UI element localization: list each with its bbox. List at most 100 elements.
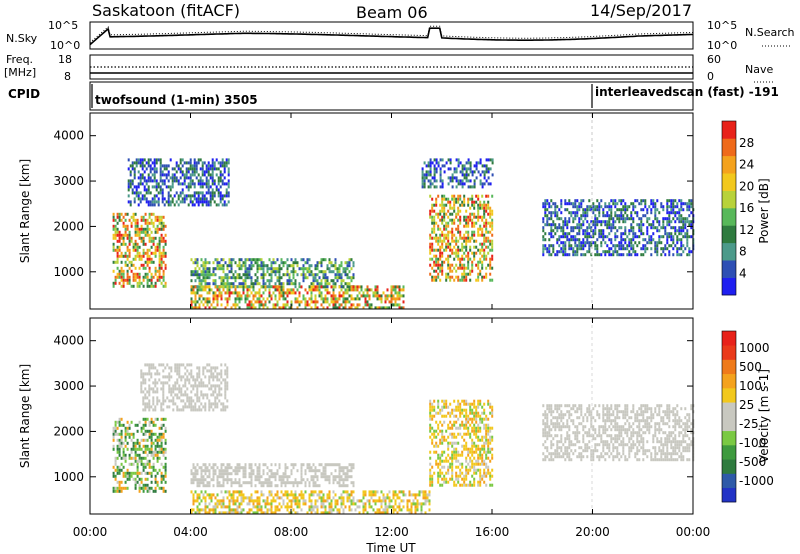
echo-cell [211, 167, 214, 171]
echo-cell [483, 170, 486, 174]
echo-cell [146, 471, 149, 475]
echo-cell [159, 164, 162, 168]
echo-cell [316, 499, 319, 503]
echo-cell [362, 294, 365, 298]
echo-cell [544, 247, 547, 251]
echo-cell [268, 294, 271, 298]
colorbar-swatch [722, 190, 736, 209]
echo-cell [680, 205, 683, 209]
echo-cell [224, 405, 227, 409]
echo-cell [192, 306, 195, 310]
echo-cell [224, 273, 227, 277]
echo-cell [244, 282, 247, 286]
echo-cell [199, 179, 202, 183]
echo-cell [580, 223, 583, 227]
echo-cell [140, 230, 143, 234]
echo-cell [126, 468, 129, 472]
echo-cell [485, 209, 488, 213]
echo-cell [392, 288, 395, 292]
echo-cell [471, 200, 474, 204]
echo-cell [202, 273, 205, 277]
echo-cell [473, 254, 476, 258]
echo-cell [149, 170, 152, 174]
echo-cell [114, 275, 117, 279]
echo-cell [475, 263, 478, 267]
echo-cell [152, 224, 155, 228]
echo-cell [185, 167, 188, 171]
echo-cell [390, 297, 393, 301]
echo-cell [258, 466, 261, 470]
echo-cell [262, 285, 265, 289]
echo-cell [192, 463, 195, 467]
echo-cell [618, 217, 621, 221]
echo-cell [162, 384, 165, 388]
echo-cell [206, 469, 209, 473]
echo-cell [364, 300, 367, 304]
echo-cell [276, 267, 279, 271]
echo-cell [386, 508, 389, 512]
echo-cell [240, 484, 243, 488]
echo-cell [328, 493, 331, 497]
echo-cell [445, 245, 448, 249]
echo-cell [201, 179, 204, 183]
echo-cell [350, 297, 353, 301]
echo-cell [451, 179, 454, 183]
echo-cell [477, 197, 480, 201]
echo-cell [228, 508, 231, 512]
echo-cell [682, 217, 685, 221]
echo-cell [238, 276, 241, 280]
echo-cell [340, 285, 343, 289]
echo-cell [546, 223, 549, 227]
echo-cell [191, 173, 194, 177]
echo-cell [485, 266, 488, 270]
echo-cell [216, 499, 219, 503]
echo-cell [214, 375, 217, 379]
echo-cell [441, 179, 444, 183]
echo-cell [178, 363, 181, 367]
echo-cell [346, 297, 349, 301]
echo-cell [162, 269, 165, 273]
freq-tick-bottom: 8 [64, 70, 71, 83]
echo-cell [185, 185, 188, 189]
echo-cell [556, 241, 559, 245]
echo-cell [346, 261, 349, 265]
echo-cell [124, 435, 127, 439]
echo-cell [334, 297, 337, 301]
echo-cell [124, 438, 127, 442]
echo-cell [382, 306, 385, 310]
echo-cell [206, 505, 209, 509]
echo-cell [171, 197, 174, 201]
echo-cell [220, 369, 223, 373]
echo-cell [152, 423, 155, 427]
echo-cell [266, 297, 269, 301]
echo-cell [164, 233, 167, 237]
echo-cell [194, 511, 197, 515]
echo-cell [302, 258, 305, 262]
echo-cell [134, 477, 137, 481]
echo-cell [437, 248, 440, 252]
echo-cell [578, 244, 581, 248]
echo-cell [208, 502, 211, 506]
echo-cell [200, 466, 203, 470]
echo-cell [542, 226, 545, 230]
echo-cell [206, 363, 209, 367]
echo-cell [292, 267, 295, 271]
echo-cell [475, 215, 478, 219]
echo-cell [214, 405, 217, 409]
echo-cell [437, 456, 440, 460]
echo-cell [682, 208, 685, 212]
echo-cell [234, 499, 237, 503]
echo-cell [439, 453, 442, 457]
echo-cell [453, 251, 456, 255]
echo-cell [678, 211, 681, 215]
echo-cell [158, 432, 161, 436]
echo-cell [316, 306, 319, 310]
echo-cell [467, 185, 470, 189]
echo-cell [352, 288, 355, 292]
echo-cell [144, 450, 147, 454]
echo-cell [588, 223, 591, 227]
echo-cell [608, 205, 611, 209]
echo-cell [284, 291, 287, 295]
echo-cell [164, 480, 167, 484]
echo-cell [150, 432, 153, 436]
